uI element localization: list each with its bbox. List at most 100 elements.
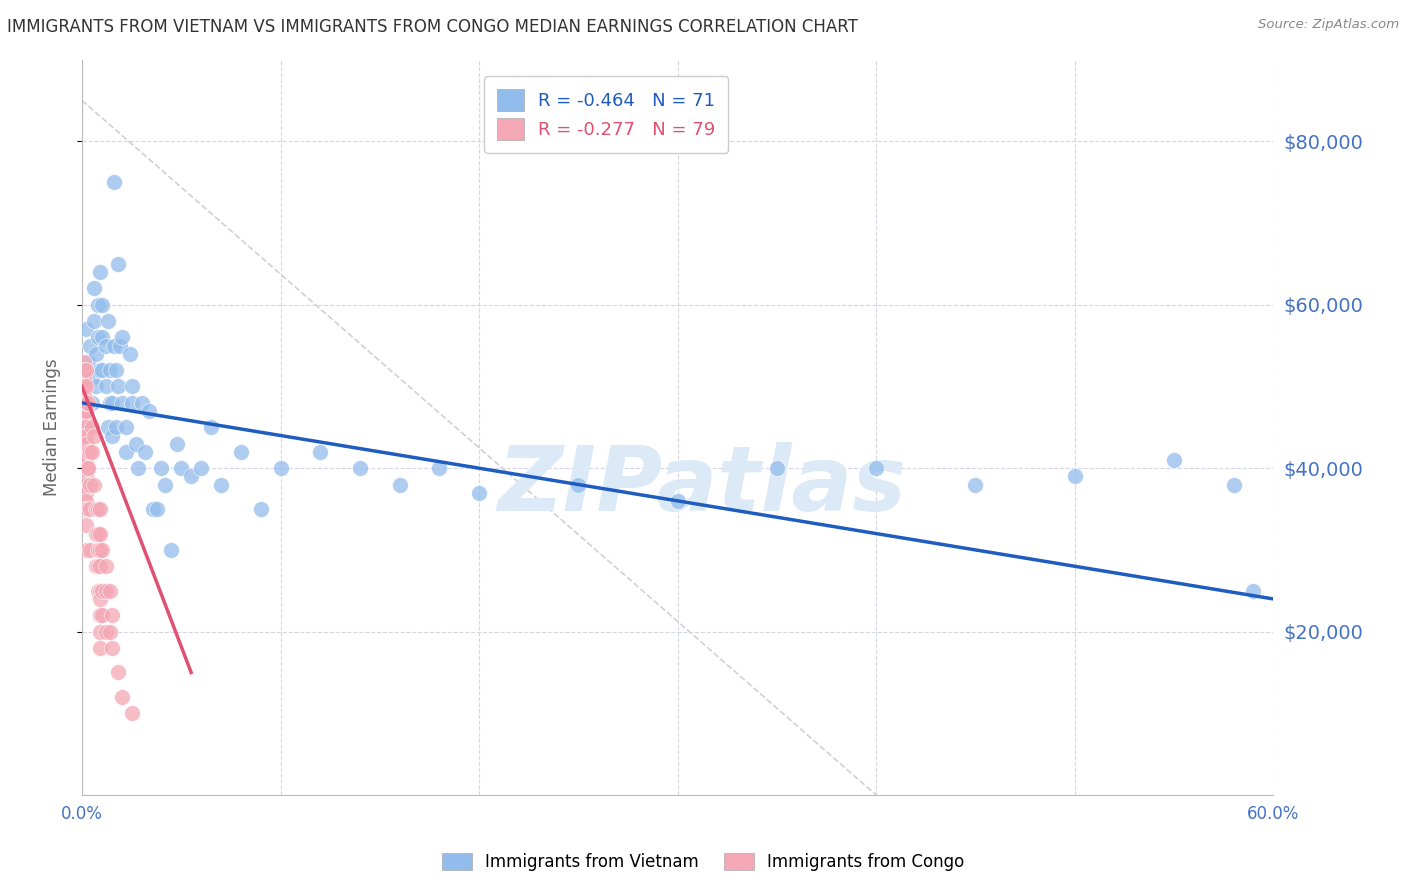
Point xyxy=(270,461,292,475)
Text: ZIPatlas: ZIPatlas xyxy=(496,442,905,530)
Point xyxy=(73,363,96,377)
Point xyxy=(103,338,125,352)
Point xyxy=(1163,453,1185,467)
Point xyxy=(75,445,97,459)
Point xyxy=(75,469,97,483)
Point xyxy=(1063,469,1085,483)
Point xyxy=(89,624,111,639)
Point xyxy=(349,461,371,475)
Point xyxy=(83,428,105,442)
Point xyxy=(111,330,134,344)
Point xyxy=(98,624,121,639)
Point xyxy=(160,542,183,557)
Point xyxy=(965,477,987,491)
Point xyxy=(75,363,97,377)
Point xyxy=(73,404,96,418)
Point xyxy=(75,518,97,533)
Point xyxy=(75,404,97,418)
Point xyxy=(388,477,411,491)
Point xyxy=(75,322,97,336)
Point xyxy=(150,461,173,475)
Point xyxy=(89,526,111,541)
Point xyxy=(75,461,97,475)
Point xyxy=(104,420,127,434)
Point xyxy=(94,338,117,352)
Point xyxy=(90,608,112,623)
Point xyxy=(87,542,110,557)
Point xyxy=(94,379,117,393)
Point xyxy=(75,379,97,393)
Point xyxy=(84,526,107,541)
Point xyxy=(142,502,165,516)
Point xyxy=(90,363,112,377)
Point xyxy=(77,396,100,410)
Point xyxy=(107,379,129,393)
Point xyxy=(97,420,120,434)
Text: IMMIGRANTS FROM VIETNAM VS IMMIGRANTS FROM CONGO MEDIAN EARNINGS CORRELATION CHA: IMMIGRANTS FROM VIETNAM VS IMMIGRANTS FR… xyxy=(7,18,858,36)
Point xyxy=(89,591,111,606)
Point xyxy=(75,420,97,434)
Y-axis label: Median Earnings: Median Earnings xyxy=(44,359,60,496)
Point xyxy=(75,453,97,467)
Point xyxy=(79,477,101,491)
Point xyxy=(79,338,101,352)
Point xyxy=(73,355,96,369)
Point xyxy=(73,396,96,410)
Point xyxy=(79,445,101,459)
Point xyxy=(83,477,105,491)
Point xyxy=(107,257,129,271)
Point xyxy=(84,502,107,516)
Point xyxy=(90,298,112,312)
Point xyxy=(73,371,96,385)
Point xyxy=(80,420,103,434)
Point xyxy=(84,379,107,393)
Point xyxy=(89,542,111,557)
Point xyxy=(170,461,193,475)
Point xyxy=(309,445,332,459)
Point xyxy=(73,396,96,410)
Point xyxy=(249,502,271,516)
Point xyxy=(94,583,117,598)
Point xyxy=(73,436,96,450)
Point xyxy=(87,502,110,516)
Point xyxy=(89,583,111,598)
Point xyxy=(427,461,450,475)
Point xyxy=(80,445,103,459)
Legend: R = -0.464   N = 71, R = -0.277   N = 79: R = -0.464 N = 71, R = -0.277 N = 79 xyxy=(484,76,728,153)
Point xyxy=(114,445,136,459)
Point xyxy=(89,502,111,516)
Point xyxy=(200,420,222,434)
Point xyxy=(80,371,103,385)
Point xyxy=(190,461,212,475)
Point xyxy=(94,624,117,639)
Point xyxy=(84,347,107,361)
Point xyxy=(107,665,129,680)
Point xyxy=(79,542,101,557)
Point xyxy=(98,396,121,410)
Point xyxy=(75,396,97,410)
Point xyxy=(77,502,100,516)
Point xyxy=(89,640,111,655)
Point xyxy=(73,428,96,442)
Point xyxy=(108,338,131,352)
Point xyxy=(87,559,110,574)
Point xyxy=(75,477,97,491)
Point xyxy=(134,445,156,459)
Point xyxy=(89,608,111,623)
Point xyxy=(77,461,100,475)
Point xyxy=(166,436,188,450)
Point xyxy=(666,494,689,508)
Point xyxy=(75,542,97,557)
Point xyxy=(97,314,120,328)
Point xyxy=(73,387,96,401)
Point xyxy=(127,461,149,475)
Point xyxy=(75,436,97,450)
Point xyxy=(80,396,103,410)
Point xyxy=(77,355,100,369)
Point xyxy=(75,428,97,442)
Point xyxy=(124,436,146,450)
Point xyxy=(1241,583,1264,598)
Point xyxy=(79,502,101,516)
Point xyxy=(146,502,169,516)
Point xyxy=(104,363,127,377)
